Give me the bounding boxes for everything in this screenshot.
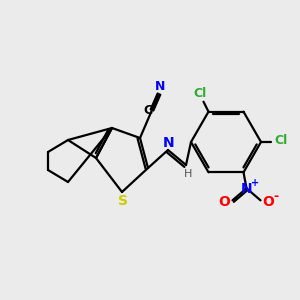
Text: Cl: Cl	[194, 87, 207, 100]
Text: C: C	[143, 103, 153, 116]
Text: H: H	[184, 169, 192, 179]
Text: +: +	[251, 178, 260, 188]
Text: N: N	[155, 80, 165, 94]
Text: N: N	[163, 136, 175, 150]
Text: Cl: Cl	[274, 134, 288, 148]
Text: O: O	[219, 195, 230, 209]
Text: N: N	[241, 182, 252, 196]
Text: O: O	[262, 195, 274, 209]
Text: S: S	[118, 194, 128, 208]
Text: -: -	[273, 190, 278, 203]
